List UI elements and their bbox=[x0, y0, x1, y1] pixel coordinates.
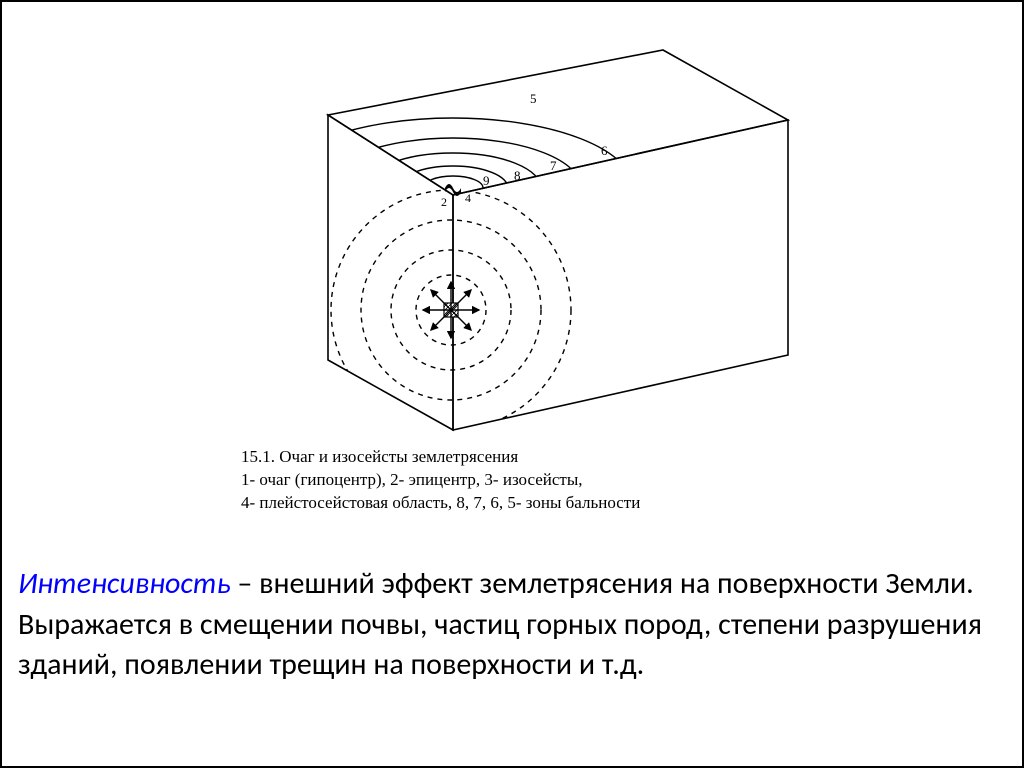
surface-zone-labels: 9 8 7 6 5 bbox=[483, 91, 608, 188]
zone-label-8: 8 bbox=[514, 168, 521, 183]
zone-label-9: 9 bbox=[483, 173, 490, 188]
diagram-svg: 9 8 7 6 5 2 4 bbox=[233, 10, 793, 440]
dash: – bbox=[231, 565, 260, 602]
diagram-svg-wrap: 9 8 7 6 5 2 4 bbox=[233, 10, 793, 440]
block-outline bbox=[328, 50, 788, 430]
earthquake-figure: 9 8 7 6 5 2 4 15.1. Очаг и изосейсты зем… bbox=[233, 10, 793, 515]
caption-line-3: 4- плейстосейстовая область, 8, 7, 6, 5-… bbox=[241, 492, 793, 515]
zone-label-5: 5 bbox=[530, 91, 537, 106]
caption-line-2: 1- очаг (гипоцентр), 2- эпицентр, 3- изо… bbox=[241, 469, 793, 492]
term-intensity: Интенсивность bbox=[18, 565, 231, 602]
zone-label-7: 7 bbox=[550, 158, 557, 173]
body-paragraph: Интенсивность – внешний эффект землетряс… bbox=[18, 564, 1002, 686]
label-2: 2 bbox=[441, 195, 447, 209]
zone-label-6: 6 bbox=[601, 143, 608, 158]
label-4: 4 bbox=[465, 191, 471, 205]
radial-arrows bbox=[423, 282, 479, 338]
figure-caption: 15.1. Очаг и изосейсты землетрясения 1- … bbox=[233, 446, 793, 515]
page-frame: 9 8 7 6 5 2 4 15.1. Очаг и изосейсты зем… bbox=[0, 0, 1024, 768]
caption-line-1: 15.1. Очаг и изосейсты землетрясения bbox=[241, 446, 793, 469]
